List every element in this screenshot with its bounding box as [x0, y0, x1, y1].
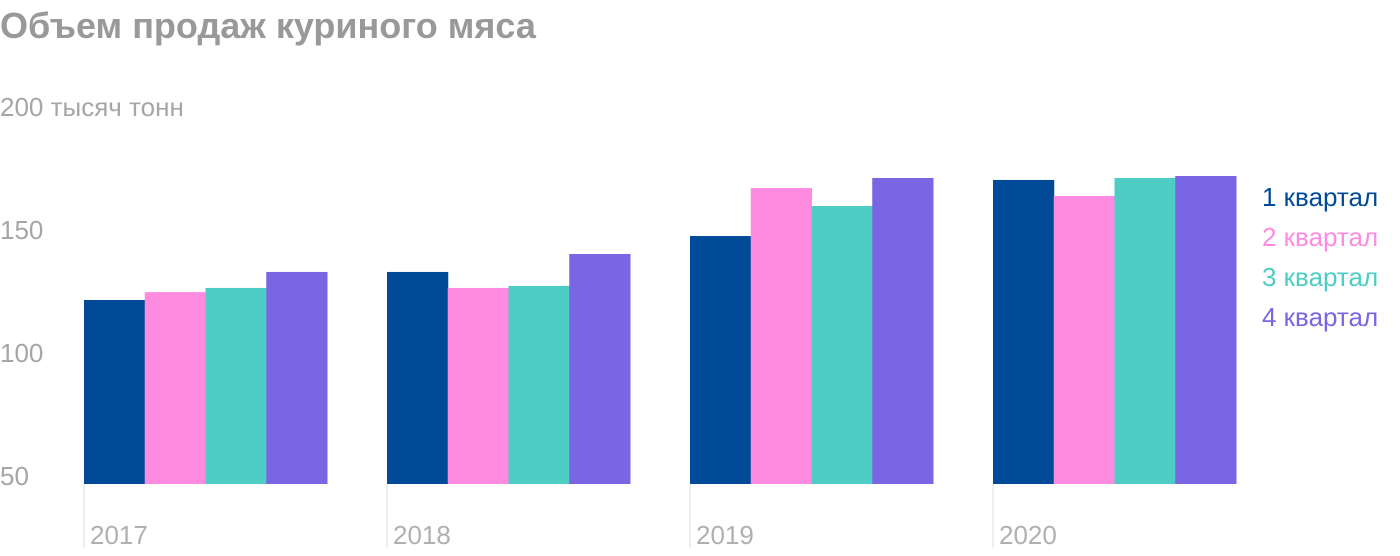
bar [447, 287, 509, 484]
legend-label: 4 квартал [1262, 302, 1378, 332]
bar [1175, 176, 1237, 484]
bar [508, 285, 570, 484]
x-tick-label: 2017 [90, 520, 148, 550]
bar [205, 287, 267, 484]
bar [993, 179, 1055, 484]
y-tick-label: 150 [0, 215, 43, 245]
x-tick-label: 2019 [696, 520, 754, 550]
y-tick-label: 50 [0, 461, 29, 491]
legend-label: 3 квартал [1262, 262, 1378, 292]
bar [144, 292, 206, 484]
legend-label: 1 квартал [1262, 182, 1378, 212]
bar [690, 236, 752, 484]
y-tick-label: 100 [0, 338, 43, 368]
legend-label: 2 квартал [1262, 222, 1378, 252]
bar [750, 188, 812, 484]
bar [1053, 195, 1115, 484]
y-tick-label: 200 тысяч тонн [0, 92, 184, 122]
x-tick-label: 2020 [999, 520, 1057, 550]
x-tick-label: 2018 [393, 520, 451, 550]
chart-title: Объем продаж куриного мяса [0, 5, 537, 46]
bar [569, 253, 631, 484]
bar [1114, 177, 1176, 484]
bar [811, 206, 873, 484]
bar [387, 271, 449, 484]
bar [872, 177, 934, 484]
bar [266, 271, 328, 484]
bar [84, 299, 146, 484]
